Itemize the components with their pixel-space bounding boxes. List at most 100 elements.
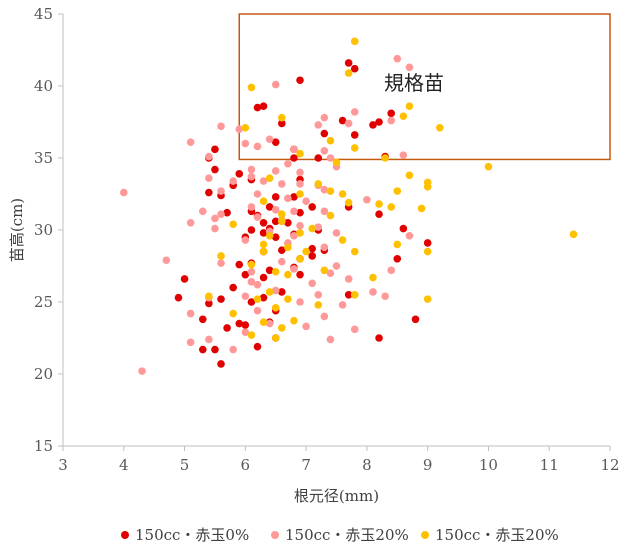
data-point bbox=[344, 198, 353, 207]
data-point bbox=[569, 230, 578, 239]
data-point bbox=[387, 116, 396, 125]
data-point bbox=[411, 315, 420, 324]
data-point bbox=[253, 306, 262, 315]
data-point bbox=[417, 204, 426, 213]
data-point bbox=[423, 239, 432, 247]
legend-marker bbox=[121, 531, 129, 539]
data-point bbox=[217, 252, 225, 260]
data-point bbox=[241, 236, 250, 244]
data-point bbox=[198, 207, 207, 216]
data-point bbox=[350, 144, 359, 152]
data-point bbox=[235, 170, 244, 178]
data-point bbox=[253, 213, 262, 221]
y-tick-label: 45 bbox=[34, 5, 53, 23]
data-point bbox=[296, 254, 304, 263]
data-point bbox=[241, 292, 250, 301]
data-point bbox=[205, 152, 213, 161]
data-point bbox=[387, 109, 396, 118]
data-point bbox=[223, 208, 231, 217]
data-point bbox=[278, 257, 286, 266]
data-point bbox=[265, 135, 274, 144]
data-point bbox=[399, 112, 408, 121]
data-point bbox=[211, 145, 219, 154]
data-point bbox=[259, 219, 268, 227]
data-point bbox=[284, 295, 292, 303]
data-point bbox=[271, 138, 280, 146]
data-point bbox=[241, 321, 250, 329]
data-point bbox=[363, 195, 371, 204]
legend-marker bbox=[271, 531, 279, 539]
series-2-points bbox=[119, 54, 414, 375]
data-point bbox=[320, 243, 329, 252]
data-point bbox=[247, 165, 256, 174]
data-point bbox=[320, 185, 329, 194]
data-point bbox=[344, 69, 353, 77]
data-point bbox=[271, 303, 280, 312]
data-point bbox=[393, 54, 402, 63]
data-point bbox=[253, 280, 262, 289]
data-point bbox=[265, 174, 274, 182]
data-point bbox=[381, 154, 389, 162]
data-point bbox=[205, 299, 213, 308]
data-point bbox=[205, 174, 213, 182]
data-point bbox=[375, 118, 383, 126]
data-point bbox=[271, 217, 280, 226]
data-point bbox=[217, 295, 225, 303]
data-point bbox=[259, 197, 268, 205]
data-point bbox=[265, 203, 274, 211]
data-point bbox=[296, 168, 304, 177]
data-point bbox=[284, 243, 292, 252]
data-point bbox=[247, 83, 256, 92]
data-point bbox=[332, 229, 341, 237]
data-point bbox=[387, 203, 396, 211]
data-point bbox=[375, 334, 383, 342]
data-point bbox=[278, 180, 286, 188]
data-point bbox=[296, 190, 304, 198]
data-point bbox=[393, 254, 402, 263]
data-point bbox=[350, 325, 359, 334]
data-point bbox=[369, 273, 377, 282]
data-point bbox=[217, 122, 225, 131]
data-point bbox=[265, 319, 274, 328]
y-tick-label: 25 bbox=[34, 293, 53, 311]
legend-label: 150cc・赤玉20% bbox=[435, 526, 559, 544]
data-point bbox=[302, 247, 310, 256]
data-point bbox=[229, 345, 237, 354]
data-point bbox=[326, 211, 335, 220]
data-point bbox=[436, 123, 444, 132]
data-point bbox=[296, 180, 304, 188]
x-tick-label: 3 bbox=[58, 456, 68, 474]
data-point bbox=[247, 172, 256, 181]
data-point bbox=[247, 203, 256, 211]
data-point bbox=[308, 203, 316, 211]
x-axis-title: 根元径(mm) bbox=[294, 487, 379, 505]
data-point bbox=[259, 318, 268, 326]
data-point bbox=[344, 291, 353, 299]
data-point bbox=[290, 207, 298, 216]
data-point bbox=[290, 231, 298, 240]
data-point bbox=[211, 224, 219, 233]
data-point bbox=[338, 301, 347, 309]
data-point bbox=[241, 123, 250, 132]
data-point bbox=[259, 240, 268, 249]
data-point bbox=[229, 309, 237, 318]
data-point bbox=[253, 142, 262, 151]
data-point bbox=[271, 286, 280, 295]
data-point bbox=[284, 219, 292, 227]
data-point bbox=[375, 200, 383, 208]
data-point bbox=[387, 266, 396, 275]
data-point bbox=[381, 292, 389, 301]
data-point bbox=[344, 275, 353, 283]
data-point bbox=[278, 210, 286, 218]
data-point bbox=[338, 190, 347, 198]
data-point bbox=[247, 298, 256, 306]
data-point bbox=[290, 193, 298, 201]
y-axis-title: 苗高(cm) bbox=[8, 198, 26, 262]
data-point bbox=[393, 187, 402, 195]
data-point bbox=[326, 187, 335, 195]
data-point bbox=[290, 154, 298, 162]
data-point bbox=[211, 345, 219, 354]
data-point bbox=[253, 103, 262, 112]
data-point bbox=[350, 131, 359, 139]
